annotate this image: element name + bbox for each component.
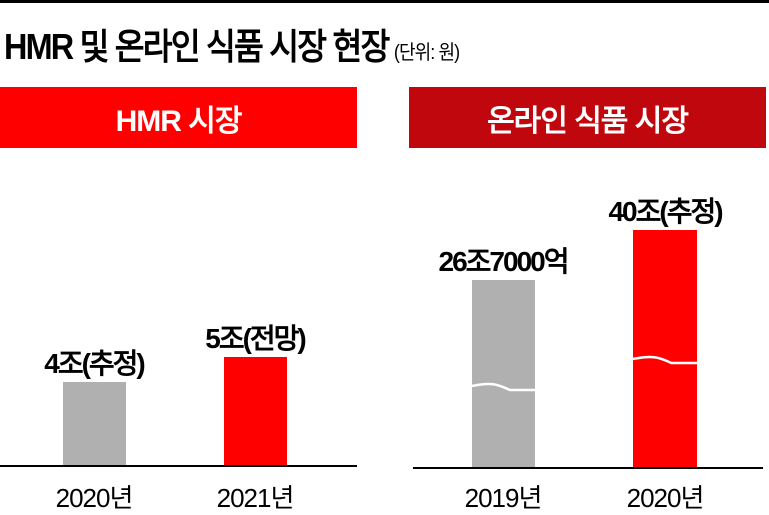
online-x-axis bbox=[413, 467, 763, 469]
data-label: 5조(전망) bbox=[205, 323, 307, 354]
page-title: HMR 및 온라인 식품 시장 현장 (단위: 원) bbox=[4, 18, 460, 70]
title-text: HMR 및 온라인 식품 시장 현장 bbox=[4, 26, 390, 67]
data-label: 26조7000억 bbox=[438, 246, 570, 277]
x-tick-label: 2020년 bbox=[626, 483, 705, 513]
x-tick-label: 2021년 bbox=[216, 483, 295, 513]
axis-break-mark bbox=[632, 355, 697, 365]
x-tick-label: 2019년 bbox=[464, 483, 543, 513]
hmr-chart-header: HMR 시장 bbox=[0, 87, 357, 148]
online-chart-header: 온라인 식품 시장 bbox=[409, 87, 766, 148]
data-label: 40조(추정) bbox=[608, 196, 723, 227]
bar-2019년 bbox=[471, 280, 535, 467]
hmr-x-axis bbox=[0, 465, 357, 467]
data-label: 4조(추정) bbox=[44, 348, 146, 379]
unit-label: (단위: 원) bbox=[393, 42, 460, 64]
bar-2021년 bbox=[223, 357, 287, 465]
bar-2020년 bbox=[62, 382, 126, 465]
bar-2020년 bbox=[633, 230, 697, 467]
top-rule bbox=[0, 0, 769, 3]
x-tick-label: 2020년 bbox=[55, 483, 134, 513]
axis-break-mark bbox=[471, 382, 535, 392]
